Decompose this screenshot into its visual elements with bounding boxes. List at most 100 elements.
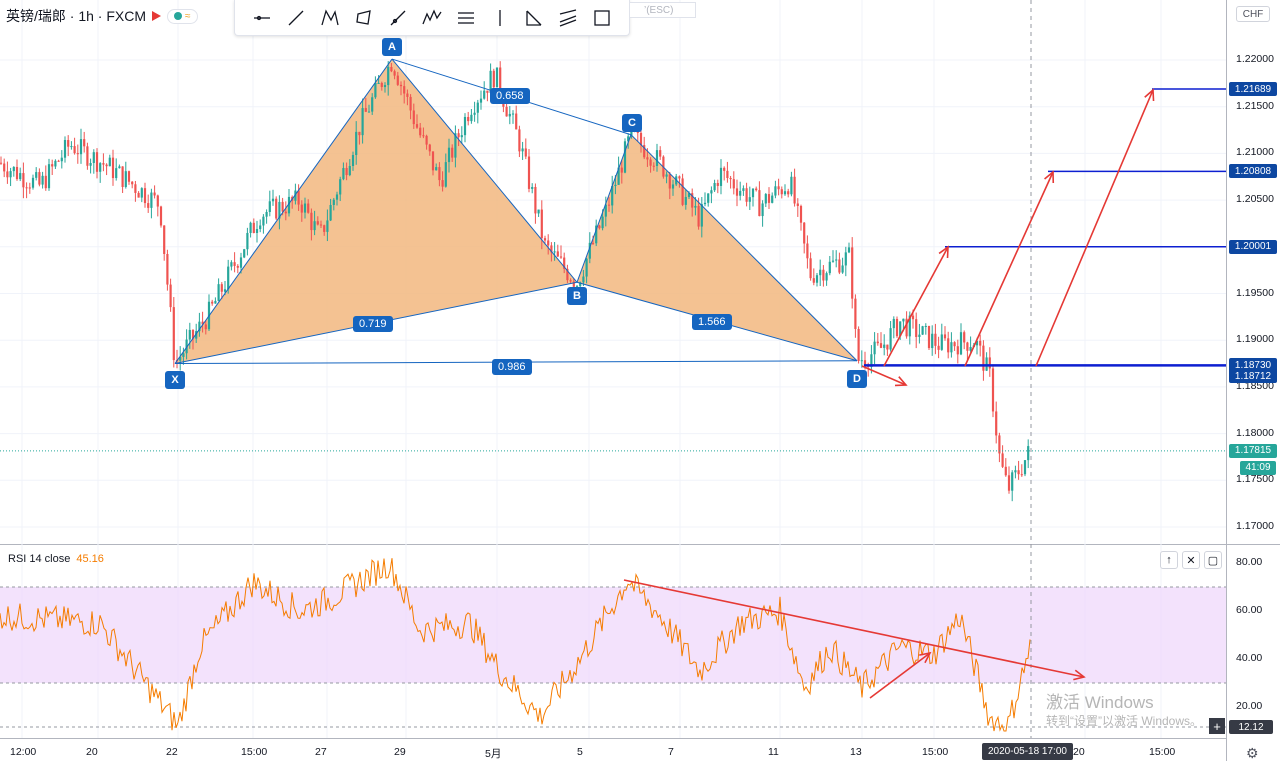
symbol-title[interactable]: 英镑/瑞郎 · 1h · FXCM	[6, 8, 147, 24]
candle-body	[819, 269, 822, 276]
candle-body	[329, 204, 332, 221]
candle-body	[355, 131, 358, 155]
candle-body	[463, 116, 467, 136]
candle-body	[367, 111, 371, 113]
candle-body	[172, 307, 175, 361]
rsi-band	[0, 587, 1226, 683]
candle-body	[566, 268, 569, 281]
candle-body	[380, 82, 383, 88]
candle-body	[924, 325, 927, 327]
candle-body	[742, 188, 745, 191]
pattern-ratio-label: 0.986	[492, 359, 532, 375]
candle-body	[211, 301, 214, 304]
pill-text: ≈	[185, 10, 191, 22]
candle-body	[755, 188, 758, 191]
candle-body	[220, 284, 223, 292]
candle-body	[575, 286, 579, 288]
candle-body	[841, 265, 844, 273]
candle-body	[847, 247, 851, 253]
price-tick-label: 1.21000	[1236, 146, 1274, 159]
candle-body	[617, 167, 620, 185]
candle-body	[483, 90, 486, 99]
candle-body	[844, 252, 847, 266]
xabcd-pattern-tool-button[interactable]	[315, 3, 345, 33]
close-icon[interactable]: ✕	[1182, 551, 1200, 569]
pattern-line-bc	[576, 134, 632, 283]
gear-icon[interactable]: ⚙	[1246, 745, 1259, 761]
candle-body	[310, 212, 313, 231]
candle-body	[147, 203, 150, 208]
candle-body	[543, 238, 547, 241]
time-tick-label: 20	[1073, 746, 1085, 758]
candle-body	[860, 360, 863, 362]
candle-body	[655, 150, 659, 166]
vertical-line-tool-button[interactable]	[485, 3, 515, 33]
candle-body	[940, 334, 943, 350]
candle-body	[441, 180, 444, 187]
candle-body	[124, 171, 127, 187]
candle-body	[438, 167, 441, 181]
level-price-tag: 1.20808	[1229, 164, 1277, 179]
candle-body	[188, 329, 191, 340]
candle-body	[364, 108, 367, 112]
candle-body	[1020, 474, 1023, 476]
trend-line-tool-button[interactable]	[281, 3, 311, 33]
candle-body	[358, 131, 361, 136]
candle-body	[787, 191, 790, 195]
candle-body	[508, 113, 511, 117]
candle-body	[687, 193, 691, 197]
candle-body	[915, 319, 918, 337]
pattern-triangle-xab	[175, 59, 577, 364]
fib-fan-icon	[526, 10, 542, 26]
fib-channel-tool-button[interactable]	[451, 3, 481, 33]
candle-body	[419, 127, 422, 136]
candle-body	[790, 176, 793, 195]
candle-body	[767, 194, 771, 203]
candle-body	[118, 166, 121, 169]
rsi-tick-label: 20.00	[1236, 700, 1263, 712]
price-tick-label: 1.21500	[1236, 99, 1274, 112]
candle-body	[825, 273, 828, 281]
candle-body	[182, 353, 185, 357]
candle-body	[399, 84, 403, 87]
fib-fan-tool-button[interactable]	[519, 3, 549, 33]
candle-body	[127, 171, 131, 182]
time-tick-label: 29	[394, 746, 406, 758]
candle-body	[694, 205, 697, 208]
box-tool-button[interactable]	[587, 3, 617, 33]
candle-body	[326, 220, 329, 232]
market-status-pill[interactable]: ≈	[167, 8, 198, 24]
candle-body	[19, 173, 22, 180]
rectangle-tool-button[interactable]	[349, 3, 379, 33]
candle-body	[246, 232, 249, 250]
currency-button[interactable]: CHF	[1236, 6, 1270, 22]
watermark-line1: 激活 Windows	[1046, 693, 1154, 712]
parallel-channel-tool-button[interactable]	[553, 3, 583, 33]
price-tick-label: 1.19000	[1236, 333, 1274, 346]
ray-tool-button[interactable]	[383, 3, 413, 33]
candle-body	[614, 184, 617, 187]
candle-body	[515, 113, 518, 130]
candle-body	[540, 209, 543, 239]
candle-body	[707, 193, 710, 203]
plus-icon[interactable]: +	[1209, 718, 1225, 734]
candle-body	[700, 204, 703, 227]
maximize-icon[interactable]: ▢	[1204, 551, 1222, 569]
rsi-tick-label: 80.00	[1236, 556, 1263, 568]
candle-body	[422, 135, 425, 137]
candle-body	[361, 108, 364, 136]
candle-body	[278, 201, 281, 219]
candle-body	[835, 259, 838, 261]
candle-body	[150, 192, 153, 208]
candle-body	[780, 189, 783, 195]
elliott-wave-tool-button[interactable]	[417, 3, 447, 33]
candle-body	[108, 157, 111, 167]
candle-body	[739, 190, 742, 196]
candle-body	[623, 141, 627, 173]
arrow-up-icon[interactable]: ↑	[1160, 551, 1178, 569]
esc-hint: ’(ESC)	[630, 2, 696, 18]
parallel-channel-icon	[559, 8, 577, 27]
horizontal-line-tool-button[interactable]	[247, 3, 277, 33]
candle-body	[895, 318, 899, 337]
